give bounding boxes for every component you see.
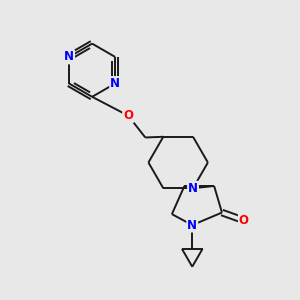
Text: N: N [110, 77, 120, 90]
Text: O: O [123, 109, 133, 122]
Text: O: O [239, 214, 249, 227]
Text: N: N [64, 50, 74, 63]
Text: N: N [187, 219, 197, 232]
Text: N: N [188, 182, 198, 195]
